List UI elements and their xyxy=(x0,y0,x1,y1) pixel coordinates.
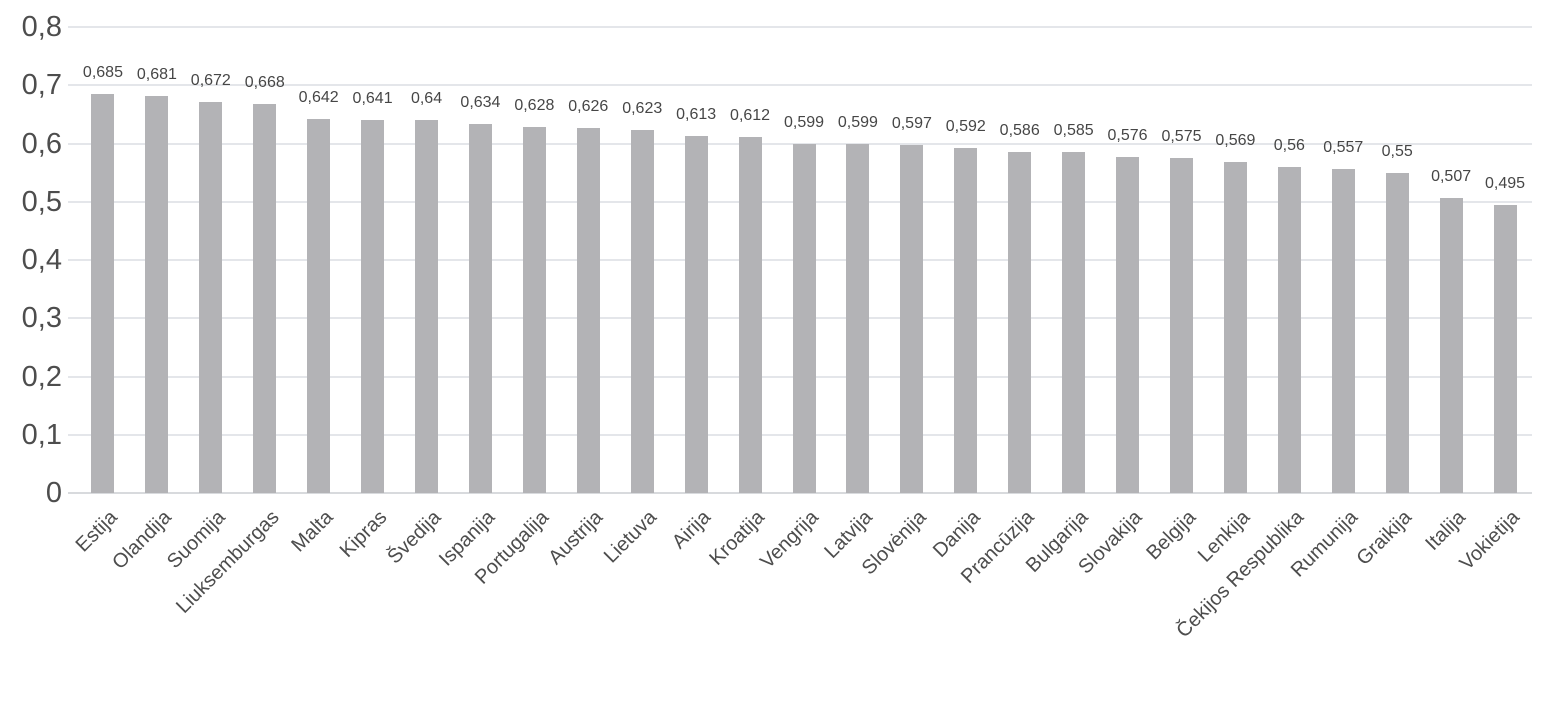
y-axis-tick-label: 0 xyxy=(45,477,62,509)
bar-value-label: 0,623 xyxy=(622,100,663,118)
bar xyxy=(684,135,708,493)
bar-value-label: 0,599 xyxy=(783,114,825,132)
y-axis-tick-label: 0,2 xyxy=(21,360,62,393)
bar xyxy=(1169,158,1193,493)
bar-value-label: 0,56 xyxy=(1273,136,1305,154)
bar xyxy=(1116,157,1140,493)
bar xyxy=(1439,197,1463,493)
bar-value-label: 0,507 xyxy=(1431,167,1472,185)
bar xyxy=(576,128,600,493)
x-axis-line xyxy=(68,492,1532,494)
y-axis-tick-label: 0,3 xyxy=(21,302,62,335)
y-gridline xyxy=(68,84,1532,87)
bar-value-label: 0,613 xyxy=(676,105,717,123)
bar-value-label: 0,626 xyxy=(568,98,609,116)
bar-value-label: 0,576 xyxy=(1107,127,1148,145)
y-gridline xyxy=(68,26,1532,28)
bar-value-label: 0,685 xyxy=(82,63,123,81)
bar xyxy=(415,120,439,493)
bar-value-label: 0,668 xyxy=(244,73,285,91)
bar-value-label: 0,681 xyxy=(136,66,177,84)
bar xyxy=(1223,161,1247,493)
bar-value-label: 0,599 xyxy=(837,114,878,132)
bar xyxy=(361,119,385,493)
bar xyxy=(1062,152,1086,493)
bar xyxy=(91,93,115,493)
bar-value-label: 0,642 xyxy=(298,89,339,107)
bar-value-label: 0,672 xyxy=(190,71,231,89)
bar xyxy=(900,145,924,493)
y-axis-tick-label: 0,4 xyxy=(21,244,62,276)
bar xyxy=(307,119,331,493)
bar xyxy=(1277,166,1301,493)
y-axis-tick-label: 0,8 xyxy=(21,11,62,43)
bar xyxy=(846,144,870,493)
bar xyxy=(738,136,762,493)
bar xyxy=(145,96,169,493)
bar xyxy=(792,144,816,493)
bar xyxy=(253,103,277,493)
bar xyxy=(954,148,978,493)
bar xyxy=(199,101,223,493)
bar-value-label: 0,592 xyxy=(945,118,986,136)
bar-value-label: 0,575 xyxy=(1161,128,1202,146)
bar xyxy=(1331,168,1355,493)
bar-value-label: 0,495 xyxy=(1485,174,1526,192)
bar xyxy=(468,123,492,493)
y-axis-tick-label: 0,6 xyxy=(21,127,62,160)
bar-value-label: 0,641 xyxy=(352,89,393,107)
y-axis-tick-label: 0,7 xyxy=(21,69,62,102)
bar-value-label: 0,597 xyxy=(891,115,932,133)
bar-value-label: 0,64 xyxy=(410,90,443,108)
bar-value-label: 0,557 xyxy=(1323,138,1364,156)
bar-value-label: 0,612 xyxy=(730,106,771,124)
bar-value-label: 0,586 xyxy=(999,121,1040,139)
bar xyxy=(522,127,546,493)
bar-value-label: 0,55 xyxy=(1381,142,1413,160)
bar-value-label: 0,628 xyxy=(514,97,555,115)
bar xyxy=(1385,172,1409,493)
bar-value-label: 0,634 xyxy=(460,93,501,111)
bar xyxy=(1008,151,1032,493)
y-gridline xyxy=(68,142,1532,145)
y-axis-tick-label: 0,5 xyxy=(21,185,62,218)
bar-value-label: 0,585 xyxy=(1053,122,1094,140)
bar xyxy=(630,130,654,493)
bar-value-label: 0,569 xyxy=(1215,131,1256,149)
bar xyxy=(1493,204,1517,493)
y-axis-tick-label: 0,1 xyxy=(21,418,62,451)
